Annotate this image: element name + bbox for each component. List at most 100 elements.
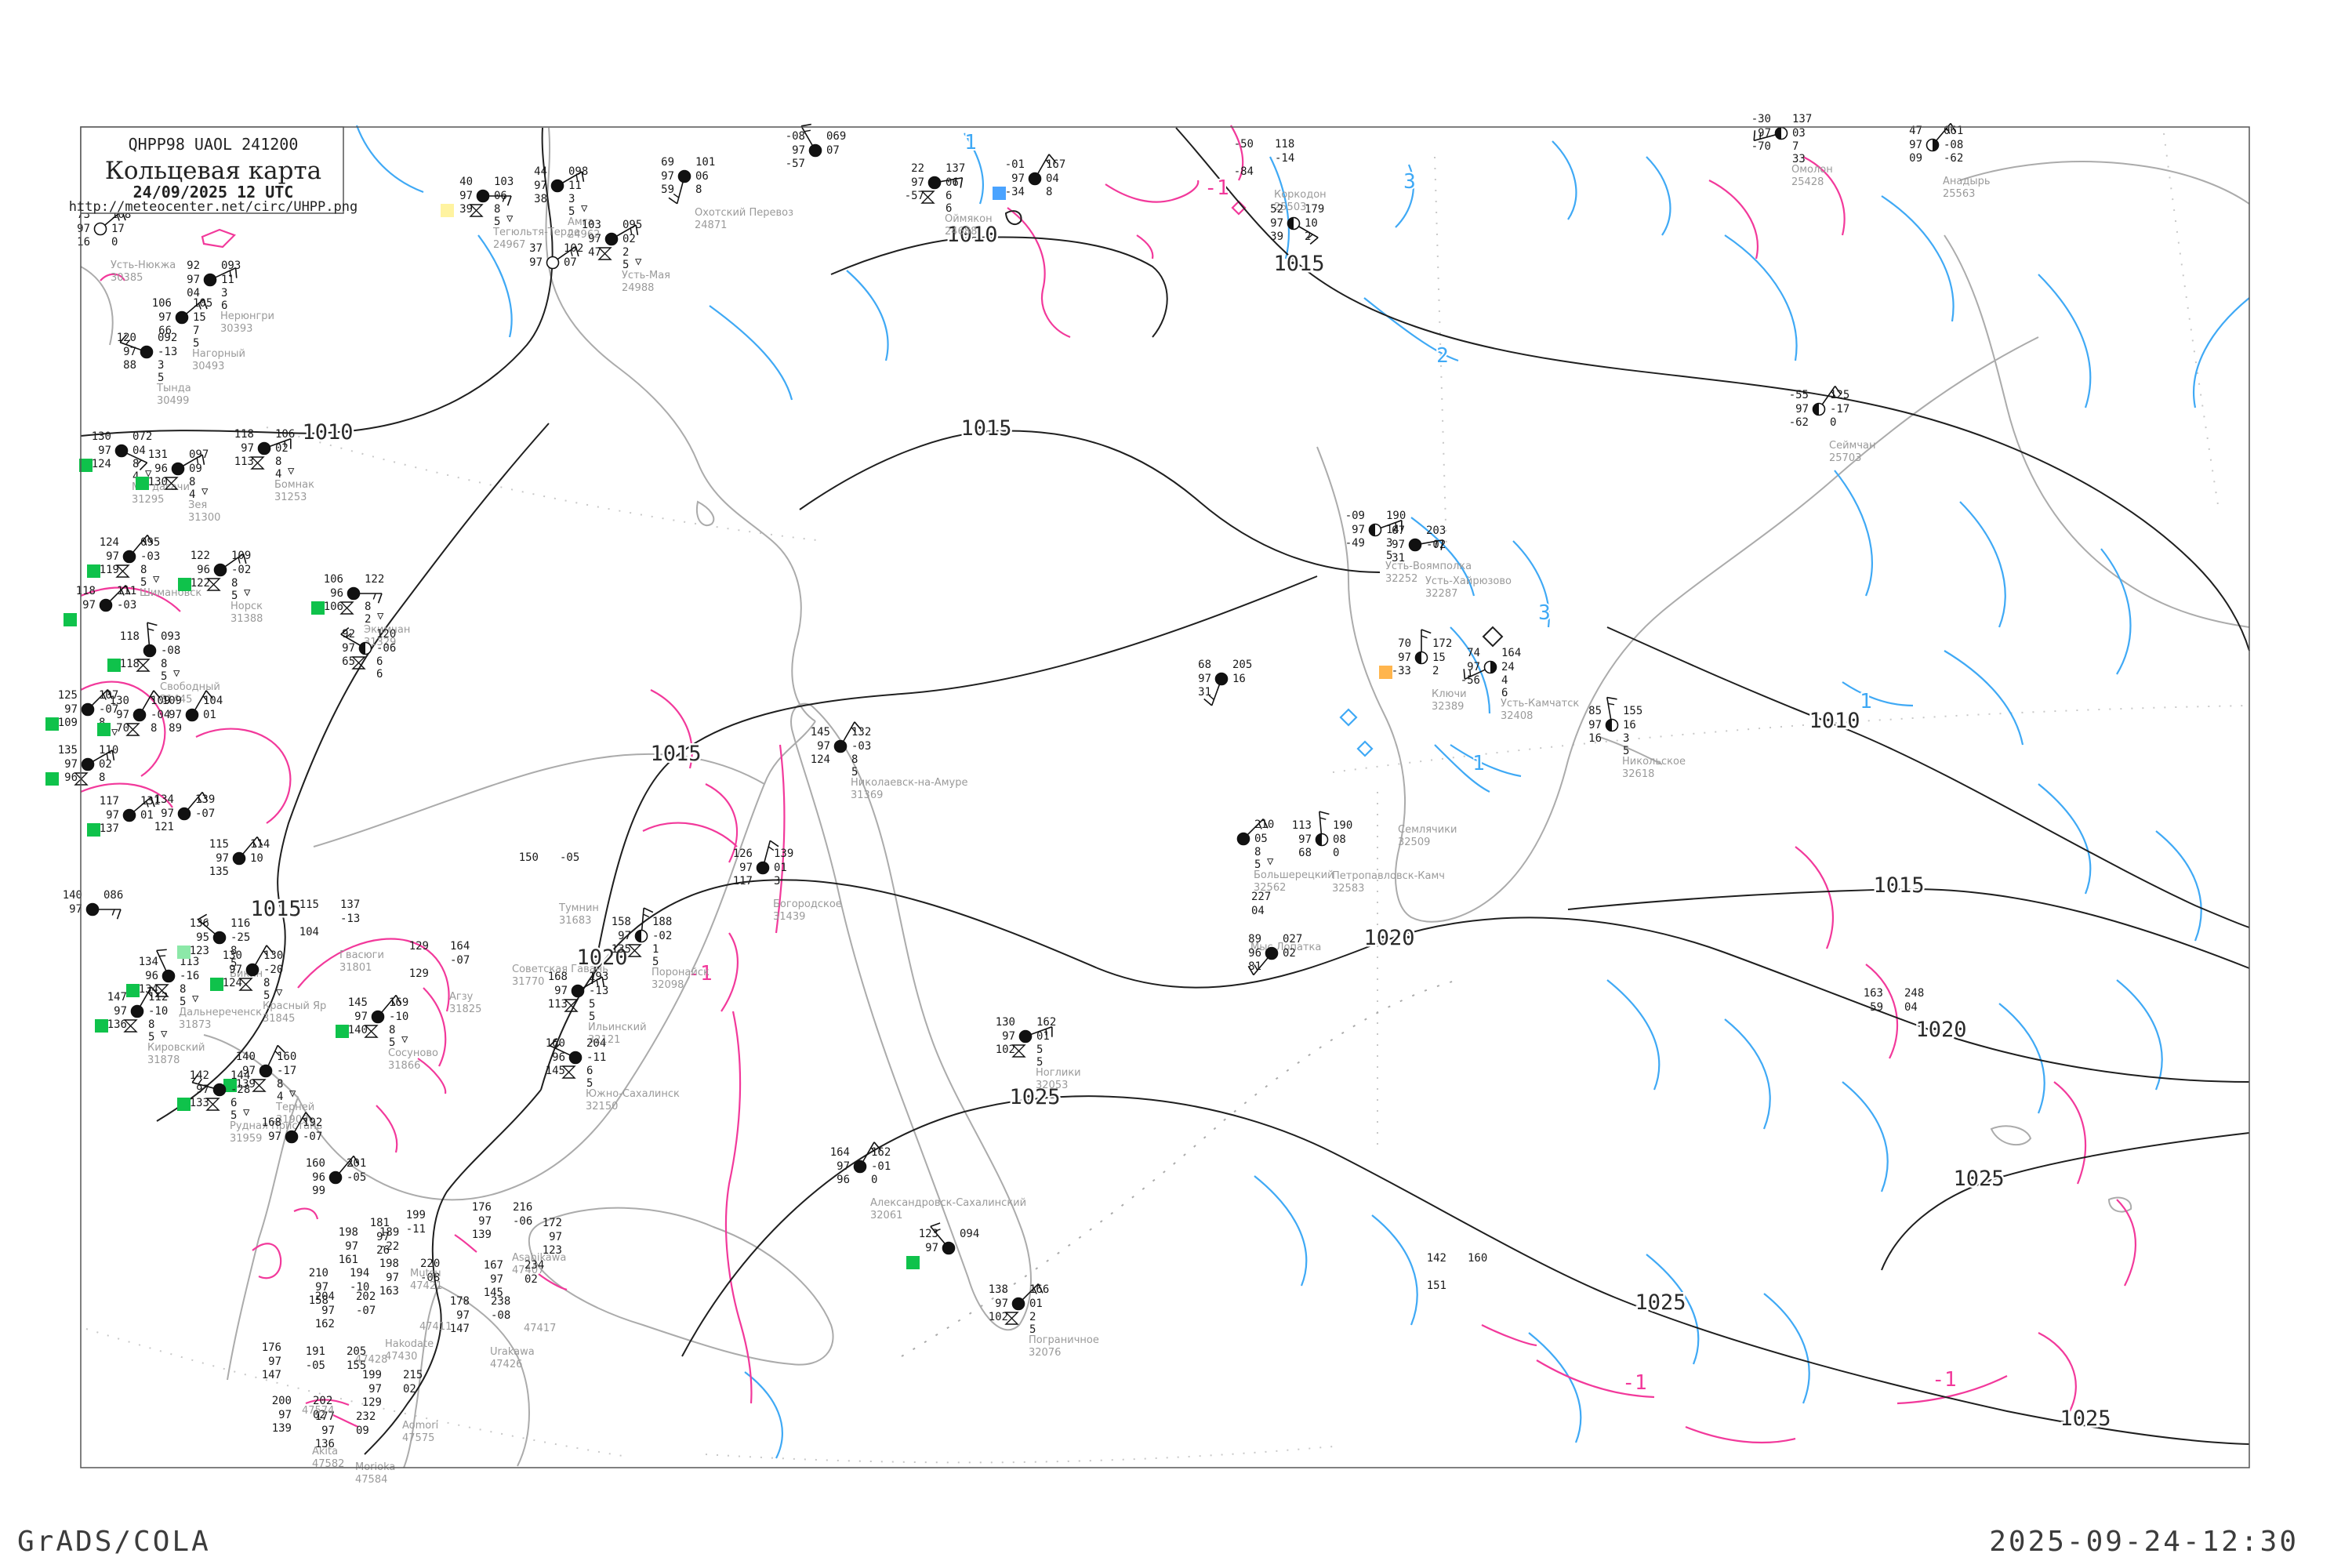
station-value-right: 103 <box>494 176 514 188</box>
station-value-left: 97 <box>1270 217 1283 230</box>
isobar-label: 1015 <box>250 897 301 921</box>
station-name: Urakawa <box>490 1346 535 1358</box>
station-value-left: 161 <box>339 1254 358 1266</box>
past-weather-icon <box>205 1098 220 1111</box>
cloud-cover-icon <box>130 1004 144 1018</box>
station-value-right: 10 <box>250 852 263 865</box>
station-value-right: 202 <box>356 1290 376 1303</box>
station-value-left: 198 <box>379 1258 399 1270</box>
cloud-cover-icon <box>171 462 185 476</box>
shower-triangle-icon: ▽ <box>276 986 283 999</box>
station-value-right: 8 <box>230 945 237 957</box>
station-value-left: 158 <box>612 916 631 928</box>
isobar-paths <box>80 127 2250 1455</box>
wind-barb-tick <box>151 986 158 996</box>
precip-marker-icon <box>993 187 1006 200</box>
station-value-left: 95 <box>196 931 209 944</box>
wind-barb-icon <box>194 690 207 710</box>
past-weather-icon <box>364 1025 379 1038</box>
station-value-left: 66 <box>158 325 172 337</box>
station-value-right: -07 <box>99 703 118 716</box>
station-value-left: 106 <box>324 601 343 613</box>
precip-marker-icon <box>1379 666 1392 679</box>
station-value-left: 97 <box>490 1273 503 1286</box>
wind-barb-tick <box>555 1044 561 1049</box>
wind-barb-icon <box>267 1045 278 1066</box>
cloud-cover-icon <box>571 984 585 998</box>
cloud-cover-icon <box>833 739 848 753</box>
station-value-left: 163 <box>379 1285 399 1298</box>
station-value-right: 5 <box>1254 858 1261 871</box>
station-name: Ключи <box>1432 688 1467 700</box>
station-value-left: 97 <box>268 1131 281 1143</box>
station-value-right: 5 <box>1029 1323 1036 1336</box>
station-id: 31439 <box>773 911 805 923</box>
wind-barb-tick <box>769 840 779 848</box>
station-value-left: 97 <box>376 1231 390 1243</box>
shower-triangle-icon: ▽ <box>161 1028 168 1040</box>
station-value-left: 177 <box>315 1410 335 1423</box>
station-value-right: 5 <box>851 766 858 779</box>
wind-barb-icon <box>186 299 205 314</box>
contour-labels-layer: 1010101010101015101510151015101510201020… <box>249 129 2113 1433</box>
station-id: 24871 <box>695 220 727 231</box>
cloud-cover-icon <box>245 963 260 977</box>
map-frame <box>80 126 2250 1468</box>
isobar-label: 1025 <box>1635 1290 1686 1315</box>
cloud-half-icon <box>359 642 365 655</box>
station-value-right: 095 <box>140 536 160 549</box>
station-value-right: 215 <box>403 1369 423 1381</box>
station-name: Экимчан <box>364 624 410 636</box>
station-name: Анадырь <box>1943 176 1991 187</box>
wind-barb-tick <box>143 539 147 546</box>
station-value-left: 97 <box>618 930 631 942</box>
station-name: Амга <box>568 216 594 228</box>
past-weather-icon <box>206 578 221 591</box>
station-value-left: -09 <box>1345 510 1365 522</box>
wind-barb-tick <box>1606 696 1617 700</box>
station-value-left: 122 <box>191 577 210 590</box>
station-value-left: 204 <box>315 1290 335 1303</box>
station-value-left: 97 <box>386 1272 399 1284</box>
station-value-right: 6 <box>586 1065 593 1077</box>
station-plot: 123 97 094 <box>906 1222 979 1269</box>
cloud-cover-icon <box>212 1083 227 1097</box>
cloud-cover-icon <box>568 1051 583 1065</box>
station-value-left: 89 <box>1248 933 1261 946</box>
station-plot: 379710207 <box>529 242 583 270</box>
wind-barb-tick <box>934 1229 941 1232</box>
station-name: Mutsu <box>410 1268 441 1279</box>
legend-datetime: 24/09/2025 12 UTC <box>133 183 294 201</box>
station-value-right: 172 <box>1432 637 1452 650</box>
station-value-left: 65 <box>342 655 355 668</box>
wind-barb-icon <box>676 182 684 204</box>
precip-marker-icon <box>223 1079 237 1092</box>
wind-barb-icon <box>1754 134 1776 142</box>
cloud-cover-icon <box>114 444 129 458</box>
station-value-right: 220 <box>420 1258 440 1270</box>
wind-barb-tick <box>930 1222 941 1228</box>
station-value-left: 130 <box>148 476 168 488</box>
station-value-right: 5 <box>231 590 238 602</box>
station-value-right: 105 <box>193 297 212 310</box>
station-name: Гвасюги <box>339 949 384 961</box>
station-value-right: 092 <box>158 332 177 344</box>
station-value-left: 97 <box>342 642 355 655</box>
wind-barb-tick <box>353 1156 360 1166</box>
station-name: Охотский Перевоз <box>695 207 793 219</box>
station-value-left: 97 <box>529 256 543 269</box>
station-value-right: 164 <box>450 940 470 953</box>
cloud-cover-icon <box>546 256 560 270</box>
station-value-right: 04 <box>1904 1001 1918 1014</box>
station-name: Нерюнгри <box>220 310 274 322</box>
station-value-left: -50 <box>1234 138 1254 151</box>
